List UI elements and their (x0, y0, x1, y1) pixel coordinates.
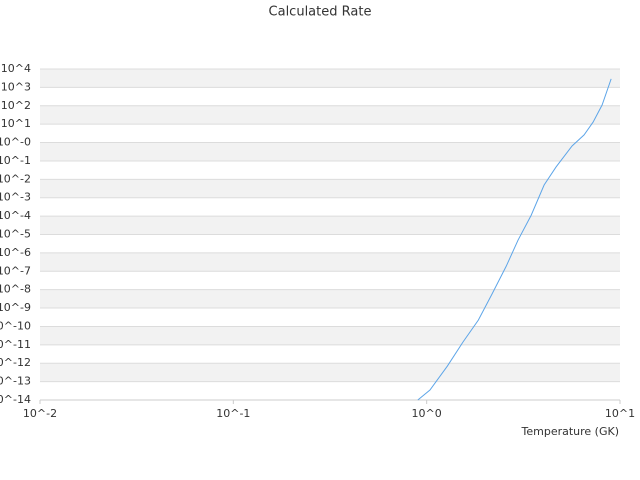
grid-band (40, 252, 620, 272)
grid-band (40, 363, 620, 382)
chart-title: Calculated Rate (269, 5, 372, 20)
y-tick-label: 10^3 (1, 80, 31, 93)
grid-band (40, 69, 620, 88)
grid-band (40, 197, 620, 217)
y-tick-label: 10^-12 (0, 356, 31, 369)
grid-band (40, 381, 620, 400)
y-tick-label: 10^-4 (0, 209, 31, 222)
x-tick-label: 10^-2 (23, 407, 57, 420)
grid-band (40, 289, 620, 309)
y-tick-label: 10^1 (1, 117, 31, 130)
y-tick-label: 10^-1 (0, 154, 31, 167)
x-axis-label: Temperature (GK) (521, 425, 620, 438)
grid-band (40, 160, 620, 180)
y-tick-label: 10^-5 (0, 228, 31, 241)
grid-band (40, 87, 620, 106)
y-tick-label: 10^-2 (0, 172, 31, 185)
x-tick-label: 10^1 (605, 407, 635, 420)
grid-band (40, 216, 620, 235)
y-tick-label: 10^-3 (0, 191, 31, 204)
data-line (417, 78, 612, 401)
y-tick-label: 10^-0 (0, 136, 31, 149)
grid-band (40, 234, 620, 253)
grid-band (40, 142, 620, 161)
grid-band (40, 124, 620, 143)
y-tick-label: 10^2 (1, 99, 31, 112)
y-tick-label: 10^-11 (0, 338, 31, 351)
x-tick-label: 10^0 (412, 407, 442, 420)
grid-band (40, 105, 620, 125)
y-tick-label: 10^-10 (0, 319, 31, 332)
grid-band (40, 326, 620, 345)
x-tick-label: 10^-1 (216, 407, 250, 420)
grid-band (40, 271, 620, 290)
y-tick-label: 10^-9 (0, 301, 31, 314)
y-tick-label: 10^-7 (0, 264, 31, 277)
y-tick-label: 10^-14 (0, 393, 31, 406)
grid-band (40, 179, 620, 198)
y-tick-label: 10^-8 (0, 283, 31, 296)
y-tick-label: 10^-6 (0, 246, 31, 259)
grid-band (40, 308, 620, 327)
grid-band (40, 344, 620, 364)
y-tick-label: 10^-13 (0, 375, 31, 388)
y-tick-label: 10^4 (1, 62, 31, 75)
